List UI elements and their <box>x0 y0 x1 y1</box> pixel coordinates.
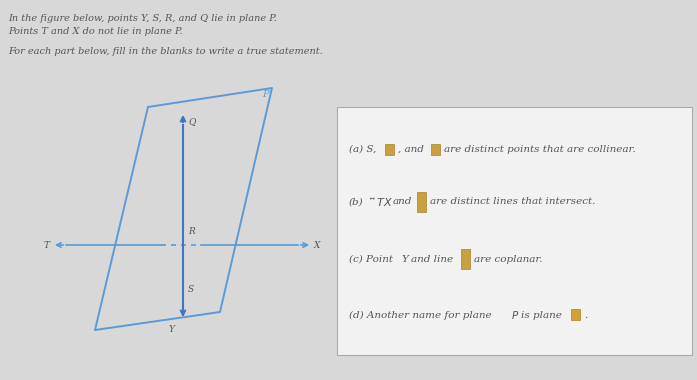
Text: R: R <box>188 226 194 236</box>
Text: Q: Q <box>188 117 195 127</box>
Text: .: . <box>584 310 588 320</box>
Text: are distinct lines that intersect.: are distinct lines that intersect. <box>430 198 595 206</box>
Text: Points T and X do not lie in plane P.: Points T and X do not lie in plane P. <box>8 27 183 36</box>
Text: (d) Another name for plane: (d) Another name for plane <box>349 310 491 320</box>
Bar <box>461 249 470 269</box>
Text: are distinct points that are collinear.: are distinct points that are collinear. <box>444 144 636 154</box>
Text: $P$: $P$ <box>511 309 519 321</box>
Text: and line: and line <box>411 255 453 263</box>
Text: X: X <box>314 241 321 250</box>
Text: are coplanar.: are coplanar. <box>474 255 542 263</box>
Bar <box>571 309 580 320</box>
Text: Y: Y <box>401 255 408 263</box>
Text: Y: Y <box>169 326 175 334</box>
Bar <box>431 144 440 155</box>
Text: For each part below, fill in the blanks to write a true statement.: For each part below, fill in the blanks … <box>8 47 323 56</box>
Text: $\overleftrightarrow{TX}$: $\overleftrightarrow{TX}$ <box>369 195 393 209</box>
Text: , and: , and <box>398 144 424 154</box>
Text: (b): (b) <box>349 198 364 206</box>
Text: T: T <box>44 241 50 250</box>
Text: S: S <box>188 285 194 294</box>
Text: (a) S,: (a) S, <box>349 144 376 154</box>
Text: (c) Point: (c) Point <box>349 255 393 263</box>
Bar <box>385 144 394 155</box>
Text: P: P <box>262 90 268 99</box>
Text: is plane: is plane <box>521 310 562 320</box>
Bar <box>337 107 692 355</box>
Text: and: and <box>393 198 413 206</box>
Bar <box>417 192 426 212</box>
Text: In the figure below, points Y, S, R, and Q lie in plane P.: In the figure below, points Y, S, R, and… <box>8 14 277 23</box>
